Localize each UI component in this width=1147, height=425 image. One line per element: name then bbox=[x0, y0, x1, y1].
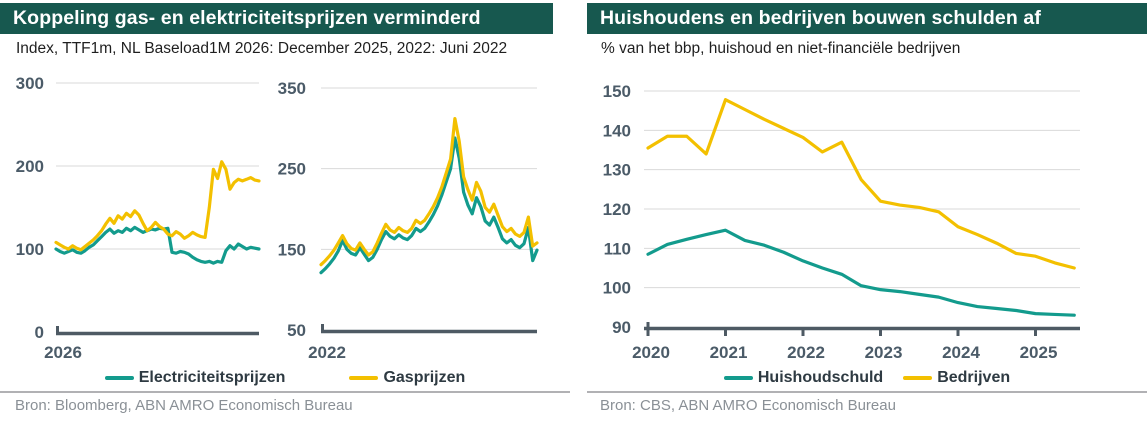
left-chart-divider bbox=[0, 391, 570, 393]
legend-swatch-yellow bbox=[349, 376, 379, 380]
y-axis-label: 0 bbox=[35, 323, 44, 342]
legend-label: Huishoudschuld bbox=[757, 369, 884, 386]
y-axis-label: 150 bbox=[603, 82, 631, 101]
series-line-gasprijzen bbox=[54, 160, 261, 252]
y-axis-label: 90 bbox=[612, 318, 631, 337]
left-chart-plot: 0 100 200 300 2026 50 150 250 350 2022 bbox=[16, 74, 539, 362]
right-chart-subtitle: % van het bbp, huishoud en niet-financië… bbox=[601, 40, 961, 57]
legend-swatch-teal bbox=[104, 376, 134, 380]
x-axis-label: 2026 bbox=[44, 343, 82, 362]
right-chart-card: Huishoudens en bedrijven bouwen schulden… bbox=[587, 0, 1147, 425]
right-chart-divider bbox=[587, 391, 1147, 393]
legend-swatch-yellow bbox=[903, 376, 933, 380]
y-axis-label: 140 bbox=[603, 121, 631, 140]
y-axis-label: 100 bbox=[16, 240, 44, 259]
legend-label: Gasprijzen bbox=[383, 369, 466, 386]
series-line-electriciteitsprijzen bbox=[319, 136, 539, 275]
legend-label: Electriciteitsprijzen bbox=[138, 369, 286, 386]
y-axis-label: 120 bbox=[603, 200, 631, 219]
x-axis-label: 2023 bbox=[865, 343, 903, 362]
x-axis-label: 2025 bbox=[1020, 343, 1058, 362]
y-axis-label: 250 bbox=[278, 160, 306, 179]
legend-swatch-teal bbox=[723, 376, 753, 380]
legend-label: Bedrijven bbox=[937, 369, 1011, 386]
x-axis-label: 2020 bbox=[632, 343, 670, 362]
legend-item-electriciteitsprijzen: Electriciteitsprijzen bbox=[104, 369, 286, 387]
left-chart-legend: Electriciteitsprijzen Gasprijzen bbox=[0, 369, 570, 387]
y-axis-label: 300 bbox=[16, 74, 44, 93]
legend-item-gasprijzen: Gasprijzen bbox=[349, 369, 465, 387]
y-axis-label: 130 bbox=[603, 161, 631, 180]
left-chart-source: Bron: Bloomberg, ABN AMRO Economisch Bur… bbox=[15, 397, 353, 414]
right-chart-title: Huishoudens en bedrijven bouwen schulden… bbox=[587, 3, 1147, 34]
series-line-bedrijven bbox=[646, 98, 1076, 270]
y-axis-label: 150 bbox=[278, 240, 306, 259]
left-chart-card: Koppeling gas- en elektriciteitsprijzen … bbox=[0, 0, 570, 425]
right-chart-source: Bron: CBS, ABN AMRO Economisch Bureau bbox=[600, 397, 896, 414]
x-axis-label: 2022 bbox=[787, 343, 825, 362]
y-axis-label: 200 bbox=[16, 157, 44, 176]
x-axis-label: 2022 bbox=[308, 343, 346, 362]
right-chart-plot: 90 100 110 120 130 140 150 2020 2021 2022 2023 2024… bbox=[603, 82, 1080, 362]
x-axis-label: 2021 bbox=[710, 343, 748, 362]
series-line-electriciteitsprijzen bbox=[54, 225, 261, 265]
legend-item-huishoudschuld: Huishoudschuld bbox=[723, 369, 884, 387]
y-axis-label: 350 bbox=[278, 79, 306, 98]
left-chart-title: Koppeling gas- en elektriciteitsprijzen … bbox=[0, 3, 553, 34]
y-axis-label: 100 bbox=[603, 279, 631, 298]
y-axis-label: 50 bbox=[287, 321, 306, 340]
series-line-huishoudschuld bbox=[646, 228, 1076, 317]
left-chart-subtitle: Index, TTF1m, NL Baseload1M 2026: Decemb… bbox=[16, 40, 508, 57]
y-axis-label: 110 bbox=[604, 239, 631, 258]
series-line-gasprijzen bbox=[319, 116, 539, 267]
right-chart-legend: Huishoudschuld Bedrijven bbox=[587, 369, 1147, 387]
x-axis-label: 2024 bbox=[942, 343, 980, 362]
legend-item-bedrijven: Bedrijven bbox=[903, 369, 1010, 387]
